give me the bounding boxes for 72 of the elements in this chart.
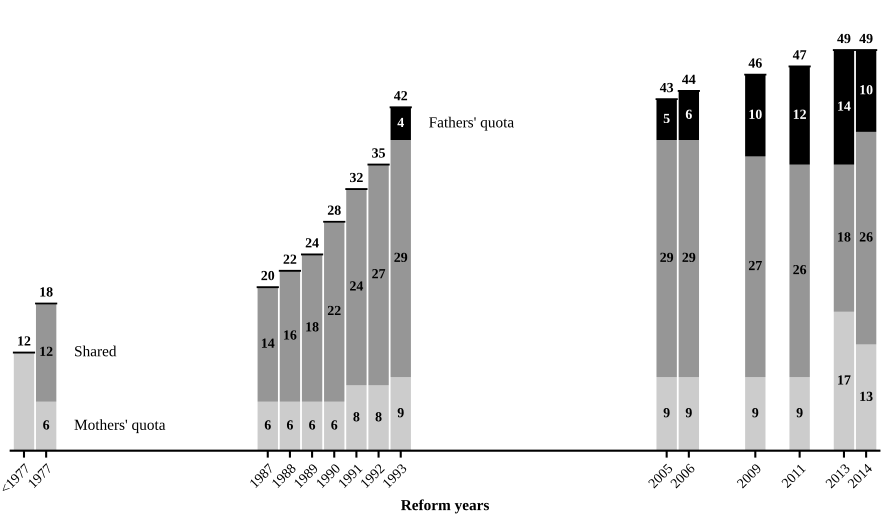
bar [390, 107, 411, 140]
data-label: 10 [749, 110, 762, 119]
x-axis-title: Reform years [400, 499, 490, 514]
bar [789, 164, 810, 378]
data-label: 9 [752, 408, 758, 418]
data-label: 9 [796, 408, 803, 418]
bar [36, 304, 56, 402]
data-label: 4 [397, 118, 404, 127]
data-label: 16 [284, 330, 296, 340]
total-label: 49 [837, 34, 850, 44]
series-label: Mothers' quota [74, 419, 166, 434]
bar [14, 352, 34, 451]
data-label: 22 [328, 306, 341, 316]
bar [856, 50, 876, 132]
data-label: 9 [686, 408, 692, 418]
bar [789, 377, 810, 451]
data-label: 18 [838, 232, 850, 242]
data-label: 14 [262, 338, 274, 348]
data-label: 26 [793, 264, 806, 274]
total-label: 12 [40, 346, 52, 356]
total-label: 49 [859, 34, 873, 44]
data-label: 5 [664, 114, 670, 124]
total-label: 32 [350, 172, 363, 182]
bar [789, 66, 810, 165]
total-label: 46 [748, 58, 762, 68]
data-label: 14 [838, 101, 851, 111]
data-label: 18 [306, 322, 319, 332]
data-label: 17 [838, 375, 851, 385]
total-label: 24 [306, 238, 319, 248]
data-label: 27 [372, 269, 386, 278]
series-label: Shared [75, 346, 116, 356]
data-label: 6 [309, 420, 316, 430]
total-label: 18 [40, 287, 53, 297]
data-label: 29 [394, 252, 408, 262]
data-label: 26 [860, 232, 873, 242]
total-label: 43 [660, 82, 674, 92]
data-label: 27 [748, 260, 762, 270]
data-label: 12 [18, 336, 30, 346]
x-tick-label: 1991 [338, 463, 363, 488]
data-label: 8 [353, 412, 360, 422]
x-tick-label: 2011 [781, 463, 806, 488]
data-label: 6 [264, 420, 271, 430]
total-label: 44 [682, 74, 696, 84]
total-label: 20 [261, 270, 274, 280]
data-label: 6 [686, 110, 692, 119]
bar [856, 132, 876, 344]
data-label: 9 [664, 408, 670, 418]
data-label: 12 [794, 110, 806, 119]
data-label: 8 [376, 412, 382, 422]
total-label: 22 [284, 254, 296, 264]
bar [834, 50, 854, 165]
data-label: 29 [660, 252, 674, 262]
bar [745, 156, 766, 378]
data-label: 24 [350, 281, 364, 291]
data-label: 10 [860, 85, 873, 94]
data-label: 13 [860, 392, 873, 402]
series-label: Fathers' quota [429, 116, 514, 131]
total-label: 42 [394, 91, 408, 100]
total-label: 28 [328, 205, 341, 215]
bar [834, 164, 854, 312]
bar [745, 377, 766, 451]
data-label: 6 [43, 420, 50, 430]
total-label: 47 [792, 50, 806, 60]
total-label: 35 [372, 148, 386, 158]
bar [856, 344, 876, 451]
data-label: 29 [682, 252, 696, 262]
bar [745, 74, 766, 156]
data-label: 6 [331, 420, 338, 430]
bar [834, 312, 854, 451]
bar [36, 402, 56, 451]
data-label: 6 [286, 420, 293, 430]
data-label: 9 [398, 408, 404, 418]
